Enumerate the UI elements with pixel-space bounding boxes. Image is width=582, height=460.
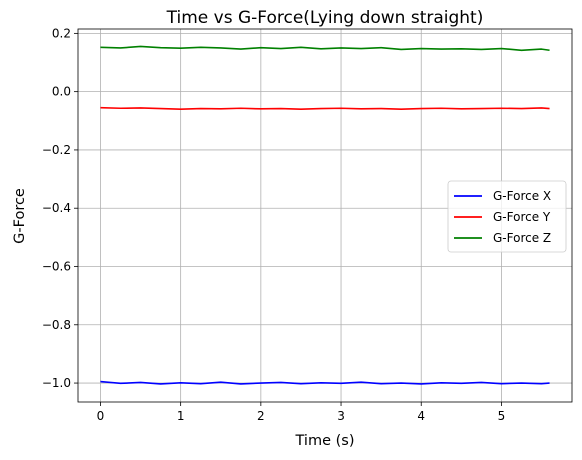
tick-layer: 0 1 2 3 4 5 −1.0 −0.8 −0.6 −0.4 −0.2 0.0 0.2	[42, 26, 505, 423]
x-tick-label: 3	[337, 409, 345, 423]
y-tick-label: 0.2	[52, 26, 71, 40]
x-tick-label: 4	[417, 409, 425, 423]
y-tick-label: −0.4	[42, 201, 71, 215]
y-tick-label: −0.6	[42, 259, 71, 273]
series-line-g-force-y	[100, 108, 549, 109]
chart-title: Time vs G-Force(Lying down straight)	[166, 8, 484, 28]
y-tick-label: −1.0	[42, 376, 71, 390]
x-tick-label: 0	[97, 409, 105, 423]
series-line-g-force-z	[100, 46, 549, 50]
y-tick-label: −0.2	[42, 143, 71, 157]
y-axis-label: G-Force	[12, 188, 28, 244]
y-tick-label: 0.0	[52, 85, 71, 99]
y-tick-label: −0.8	[42, 318, 71, 332]
legend-label-g-force-x: G-Force X	[493, 189, 551, 203]
legend: G-Force X G-Force Y G-Force Z	[448, 181, 566, 252]
legend-label-g-force-y: G-Force Y	[493, 210, 551, 224]
x-tick-label: 2	[257, 409, 265, 423]
x-axis-label: Time (s)	[295, 433, 355, 449]
legend-label-g-force-z: G-Force Z	[493, 231, 551, 245]
series-line-g-force-x	[100, 382, 549, 384]
x-tick-label: 5	[498, 409, 506, 423]
x-tick-label: 1	[177, 409, 185, 423]
